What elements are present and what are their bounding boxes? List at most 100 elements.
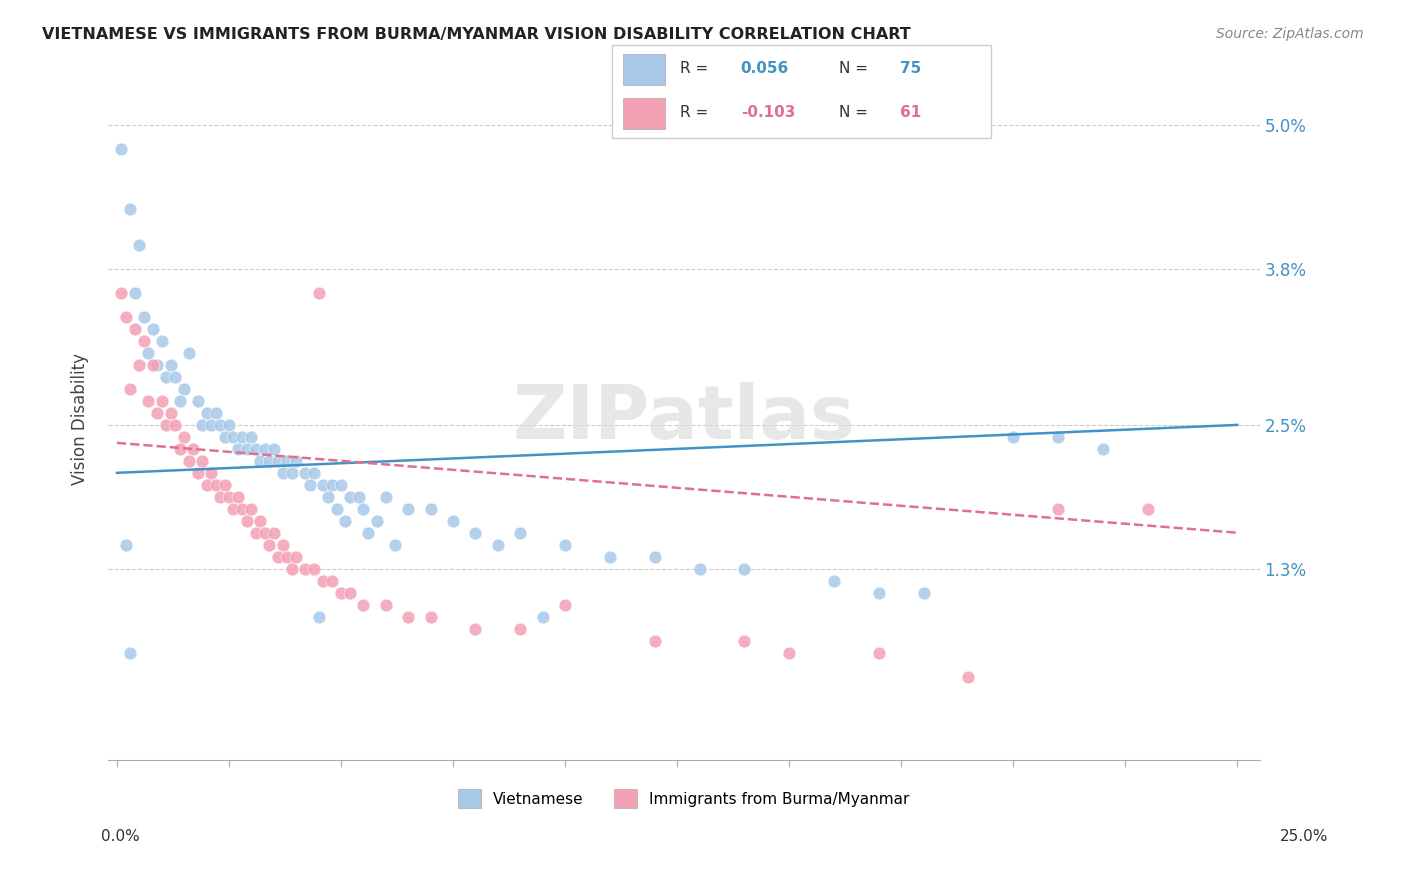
Point [136, 393, 159, 408]
Text: R =: R = [681, 62, 713, 77]
Text: N =: N = [839, 62, 873, 77]
Point [165, 370, 187, 384]
Point [226, 442, 249, 456]
Point [110, 286, 132, 301]
Point [554, 598, 576, 612]
Point [195, 406, 218, 420]
Text: -0.103: -0.103 [741, 105, 794, 120]
Point [464, 525, 486, 540]
Point [159, 406, 181, 420]
Point [214, 478, 236, 492]
Point [374, 598, 396, 612]
Point [110, 142, 132, 156]
Point [245, 442, 267, 456]
Point [200, 466, 222, 480]
Point [316, 490, 339, 504]
Point [124, 322, 146, 336]
Point [249, 514, 271, 528]
Point [128, 358, 150, 372]
Point [644, 549, 666, 564]
Point [187, 393, 209, 408]
Point [321, 574, 343, 588]
Point [195, 478, 218, 492]
Point [177, 346, 200, 360]
Point [271, 466, 294, 480]
Point [181, 442, 204, 456]
Point [352, 501, 374, 516]
Point [204, 478, 226, 492]
Point [823, 574, 845, 588]
Point [441, 514, 464, 528]
Point [733, 562, 755, 576]
Point [155, 370, 177, 384]
Point [330, 585, 353, 599]
Point [128, 238, 150, 252]
Point [302, 466, 325, 480]
Point [308, 286, 330, 301]
Point [1046, 430, 1069, 444]
Point [280, 562, 302, 576]
Point [302, 562, 325, 576]
Text: VIETNAMESE VS IMMIGRANTS FROM BURMA/MYANMAR VISION DISABILITY CORRELATION CHART: VIETNAMESE VS IMMIGRANTS FROM BURMA/MYAN… [42, 27, 911, 42]
Point [236, 514, 259, 528]
Point [214, 430, 236, 444]
Point [271, 538, 294, 552]
Point [294, 466, 316, 480]
Point [120, 202, 142, 217]
Point [173, 430, 195, 444]
Y-axis label: Vision Disability: Vision Disability [72, 353, 89, 485]
Point [267, 454, 290, 468]
Point [1136, 501, 1159, 516]
Point [191, 417, 214, 432]
Point [240, 501, 263, 516]
Text: 61: 61 [900, 105, 921, 120]
Text: Source: ZipAtlas.com: Source: ZipAtlas.com [1216, 27, 1364, 41]
Point [330, 478, 353, 492]
Point [312, 574, 335, 588]
Point [1002, 430, 1025, 444]
Text: 75: 75 [900, 62, 921, 77]
Point [1046, 501, 1069, 516]
Point [120, 646, 142, 660]
Point [231, 430, 253, 444]
Point [554, 538, 576, 552]
Point [150, 393, 173, 408]
Point [778, 646, 800, 660]
Point [347, 490, 370, 504]
Point [245, 525, 267, 540]
Point [280, 466, 302, 480]
Point [868, 646, 890, 660]
Point [352, 598, 374, 612]
Point [486, 538, 509, 552]
Point [136, 346, 159, 360]
Point [132, 310, 155, 324]
Point [177, 454, 200, 468]
FancyBboxPatch shape [612, 45, 991, 138]
Point [173, 382, 195, 396]
Point [169, 442, 191, 456]
Point [396, 501, 419, 516]
Point [325, 501, 347, 516]
Point [169, 393, 191, 408]
Point [231, 501, 253, 516]
Point [689, 562, 711, 576]
Point [339, 490, 361, 504]
Point [308, 609, 330, 624]
Point [226, 490, 249, 504]
Point [155, 417, 177, 432]
Text: R =: R = [681, 105, 713, 120]
Point [236, 442, 259, 456]
Point [267, 549, 290, 564]
Text: 0.0%: 0.0% [101, 830, 141, 844]
Point [200, 417, 222, 432]
Point [339, 585, 361, 599]
Text: 0.056: 0.056 [741, 62, 789, 77]
Point [218, 417, 240, 432]
Point [253, 442, 276, 456]
Point [191, 454, 214, 468]
Point [222, 501, 245, 516]
Text: ZIPatlas: ZIPatlas [513, 383, 855, 456]
Point [249, 454, 271, 468]
Point [1091, 442, 1114, 456]
Point [187, 466, 209, 480]
